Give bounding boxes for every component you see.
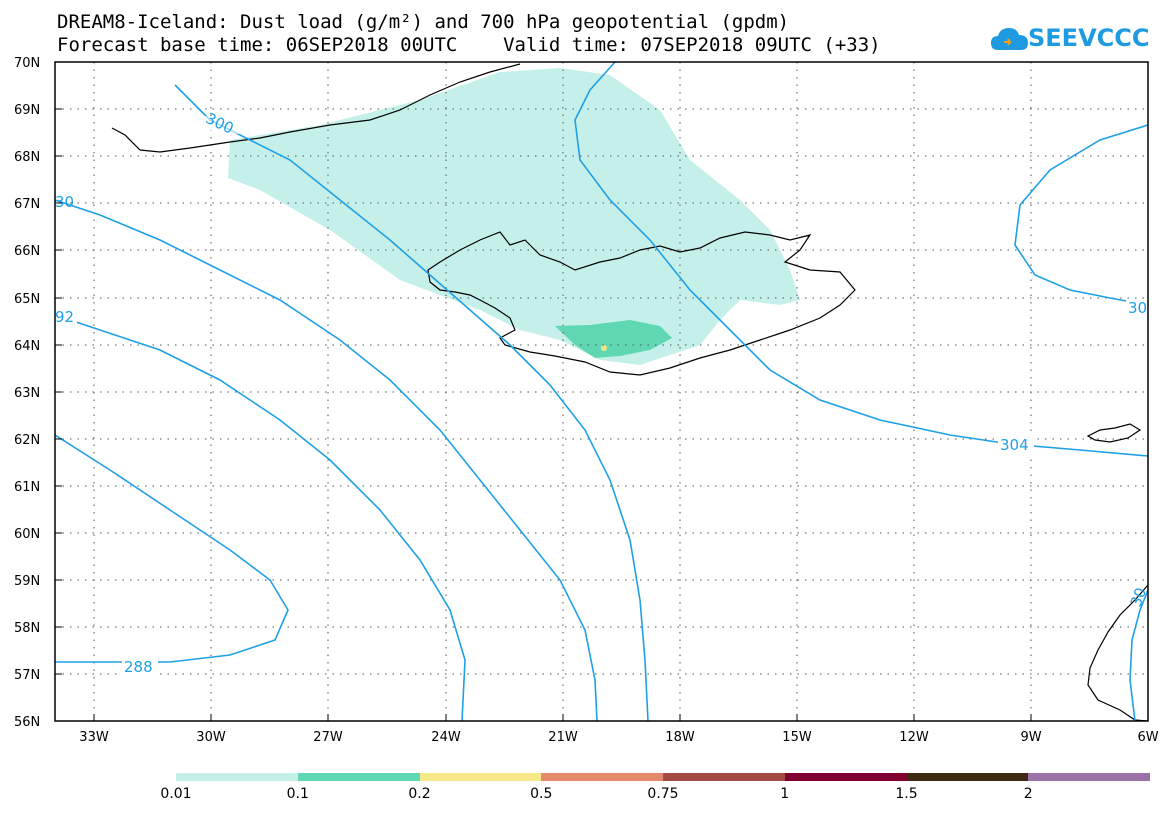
- contour-label-288: 288: [124, 658, 153, 676]
- colorbar-swatch: [297, 773, 420, 781]
- cloud-icon: [991, 28, 1028, 50]
- contour-line-300: [174, 84, 649, 721]
- colorbar-swatch: [1028, 773, 1150, 781]
- greenland-coast: [111, 63, 521, 153]
- contour-line-east: [1129, 589, 1148, 721]
- colorbar-label: 0.1: [286, 786, 309, 802]
- dust-area-light: [228, 68, 800, 365]
- lon-label: 9W: [1020, 730, 1041, 745]
- colorbar-swatch: [541, 773, 663, 781]
- lon-label: 30W: [196, 730, 226, 745]
- norway-coast-upper: [1086, 423, 1142, 443]
- lat-label: 67N: [14, 197, 40, 212]
- contour-label-92: 92: [55, 308, 74, 326]
- lat-label: 57N: [14, 668, 40, 683]
- colorbar-label: 0.01: [160, 786, 192, 802]
- contour-label-30-east: 30: [1128, 299, 1147, 317]
- contour-label-30-south: 30: [1127, 585, 1150, 609]
- seevccc-logo: SEEVCCC: [990, 22, 1165, 58]
- colorbar-label: 0.2: [408, 786, 431, 802]
- colorbar-label: 2: [1023, 786, 1033, 802]
- dust-area-yellow: [601, 345, 607, 351]
- colorbar-label: 1: [780, 786, 790, 802]
- contour-line-304: [574, 62, 1148, 457]
- lon-label: 6W: [1137, 730, 1158, 745]
- lon-label: 18W: [665, 730, 695, 745]
- iceland-coast: [427, 231, 856, 376]
- lon-label: 21W: [548, 730, 578, 745]
- lon-label: 15W: [782, 730, 812, 745]
- lat-label: 60N: [14, 527, 40, 542]
- lat-label: 59N: [14, 574, 40, 589]
- lat-label: 58N: [14, 621, 40, 636]
- latitude-labels: 70N 69N 68N 67N 66N 65N 64N 63N 62N 61N …: [14, 56, 40, 730]
- contour-line-308: [1014, 124, 1148, 306]
- lon-label: 12W: [899, 730, 929, 745]
- contour-label-304: 304: [1000, 436, 1029, 454]
- colorbar-swatch: [906, 773, 1029, 781]
- colorbar-swatch: [176, 773, 298, 781]
- header: DREAM8-Iceland: Dust load (g/m²) and 700…: [0, 0, 1175, 62]
- lat-label: 70N: [14, 56, 40, 71]
- colorbar-swatch: [419, 773, 542, 781]
- contour-label-300-west: 30: [55, 193, 74, 211]
- lat-label: 66N: [14, 244, 40, 259]
- lon-label: 27W: [313, 730, 343, 745]
- contour-line-296: [55, 199, 598, 721]
- contour-line-292: [55, 314, 466, 721]
- contour-labels: 300 288 304 92 30 30 30: [55, 109, 1150, 676]
- map-title: DREAM8-Iceland: Dust load (g/m²) and 700…: [57, 11, 790, 33]
- scotland-coast: [1087, 584, 1148, 721]
- contour-line-288: [55, 434, 289, 663]
- map-subtitle: Forecast base time: 06SEP2018 00UTC Vali…: [57, 34, 881, 56]
- colorbar: [176, 773, 1150, 781]
- lat-label: 62N: [14, 433, 40, 448]
- colorbar-label: 0.5: [530, 786, 553, 802]
- coastlines: [111, 63, 1148, 721]
- lon-label: 33W: [79, 730, 109, 745]
- colorbar-label: 0.75: [647, 786, 679, 802]
- dust-area-medium: [555, 320, 672, 358]
- lat-label: 69N: [14, 103, 40, 118]
- logo-text: SEEVCCC: [1028, 24, 1150, 52]
- lat-label: 61N: [14, 480, 40, 495]
- tick-marks: [55, 61, 1032, 721]
- lat-label: 68N: [14, 150, 40, 165]
- longitude-labels: 33W 30W 27W 24W 21W 18W 15W 12W 9W 6W: [79, 730, 1158, 745]
- colorbar-swatch: [784, 773, 907, 781]
- colorbar-label: 1.5: [895, 786, 918, 802]
- colorbar-swatch: [663, 773, 785, 781]
- lon-label: 24W: [431, 730, 461, 745]
- lat-label: 64N: [14, 339, 40, 354]
- lat-label: 63N: [14, 386, 40, 401]
- colorbar-labels: 0.01 0.1 0.2 0.5 0.75 1 1.5 2: [0, 786, 1175, 806]
- map-plot: 300 288 304 92 30 30 30: [55, 62, 1150, 721]
- lat-label: 65N: [14, 292, 40, 307]
- lat-label: 56N: [14, 715, 40, 730]
